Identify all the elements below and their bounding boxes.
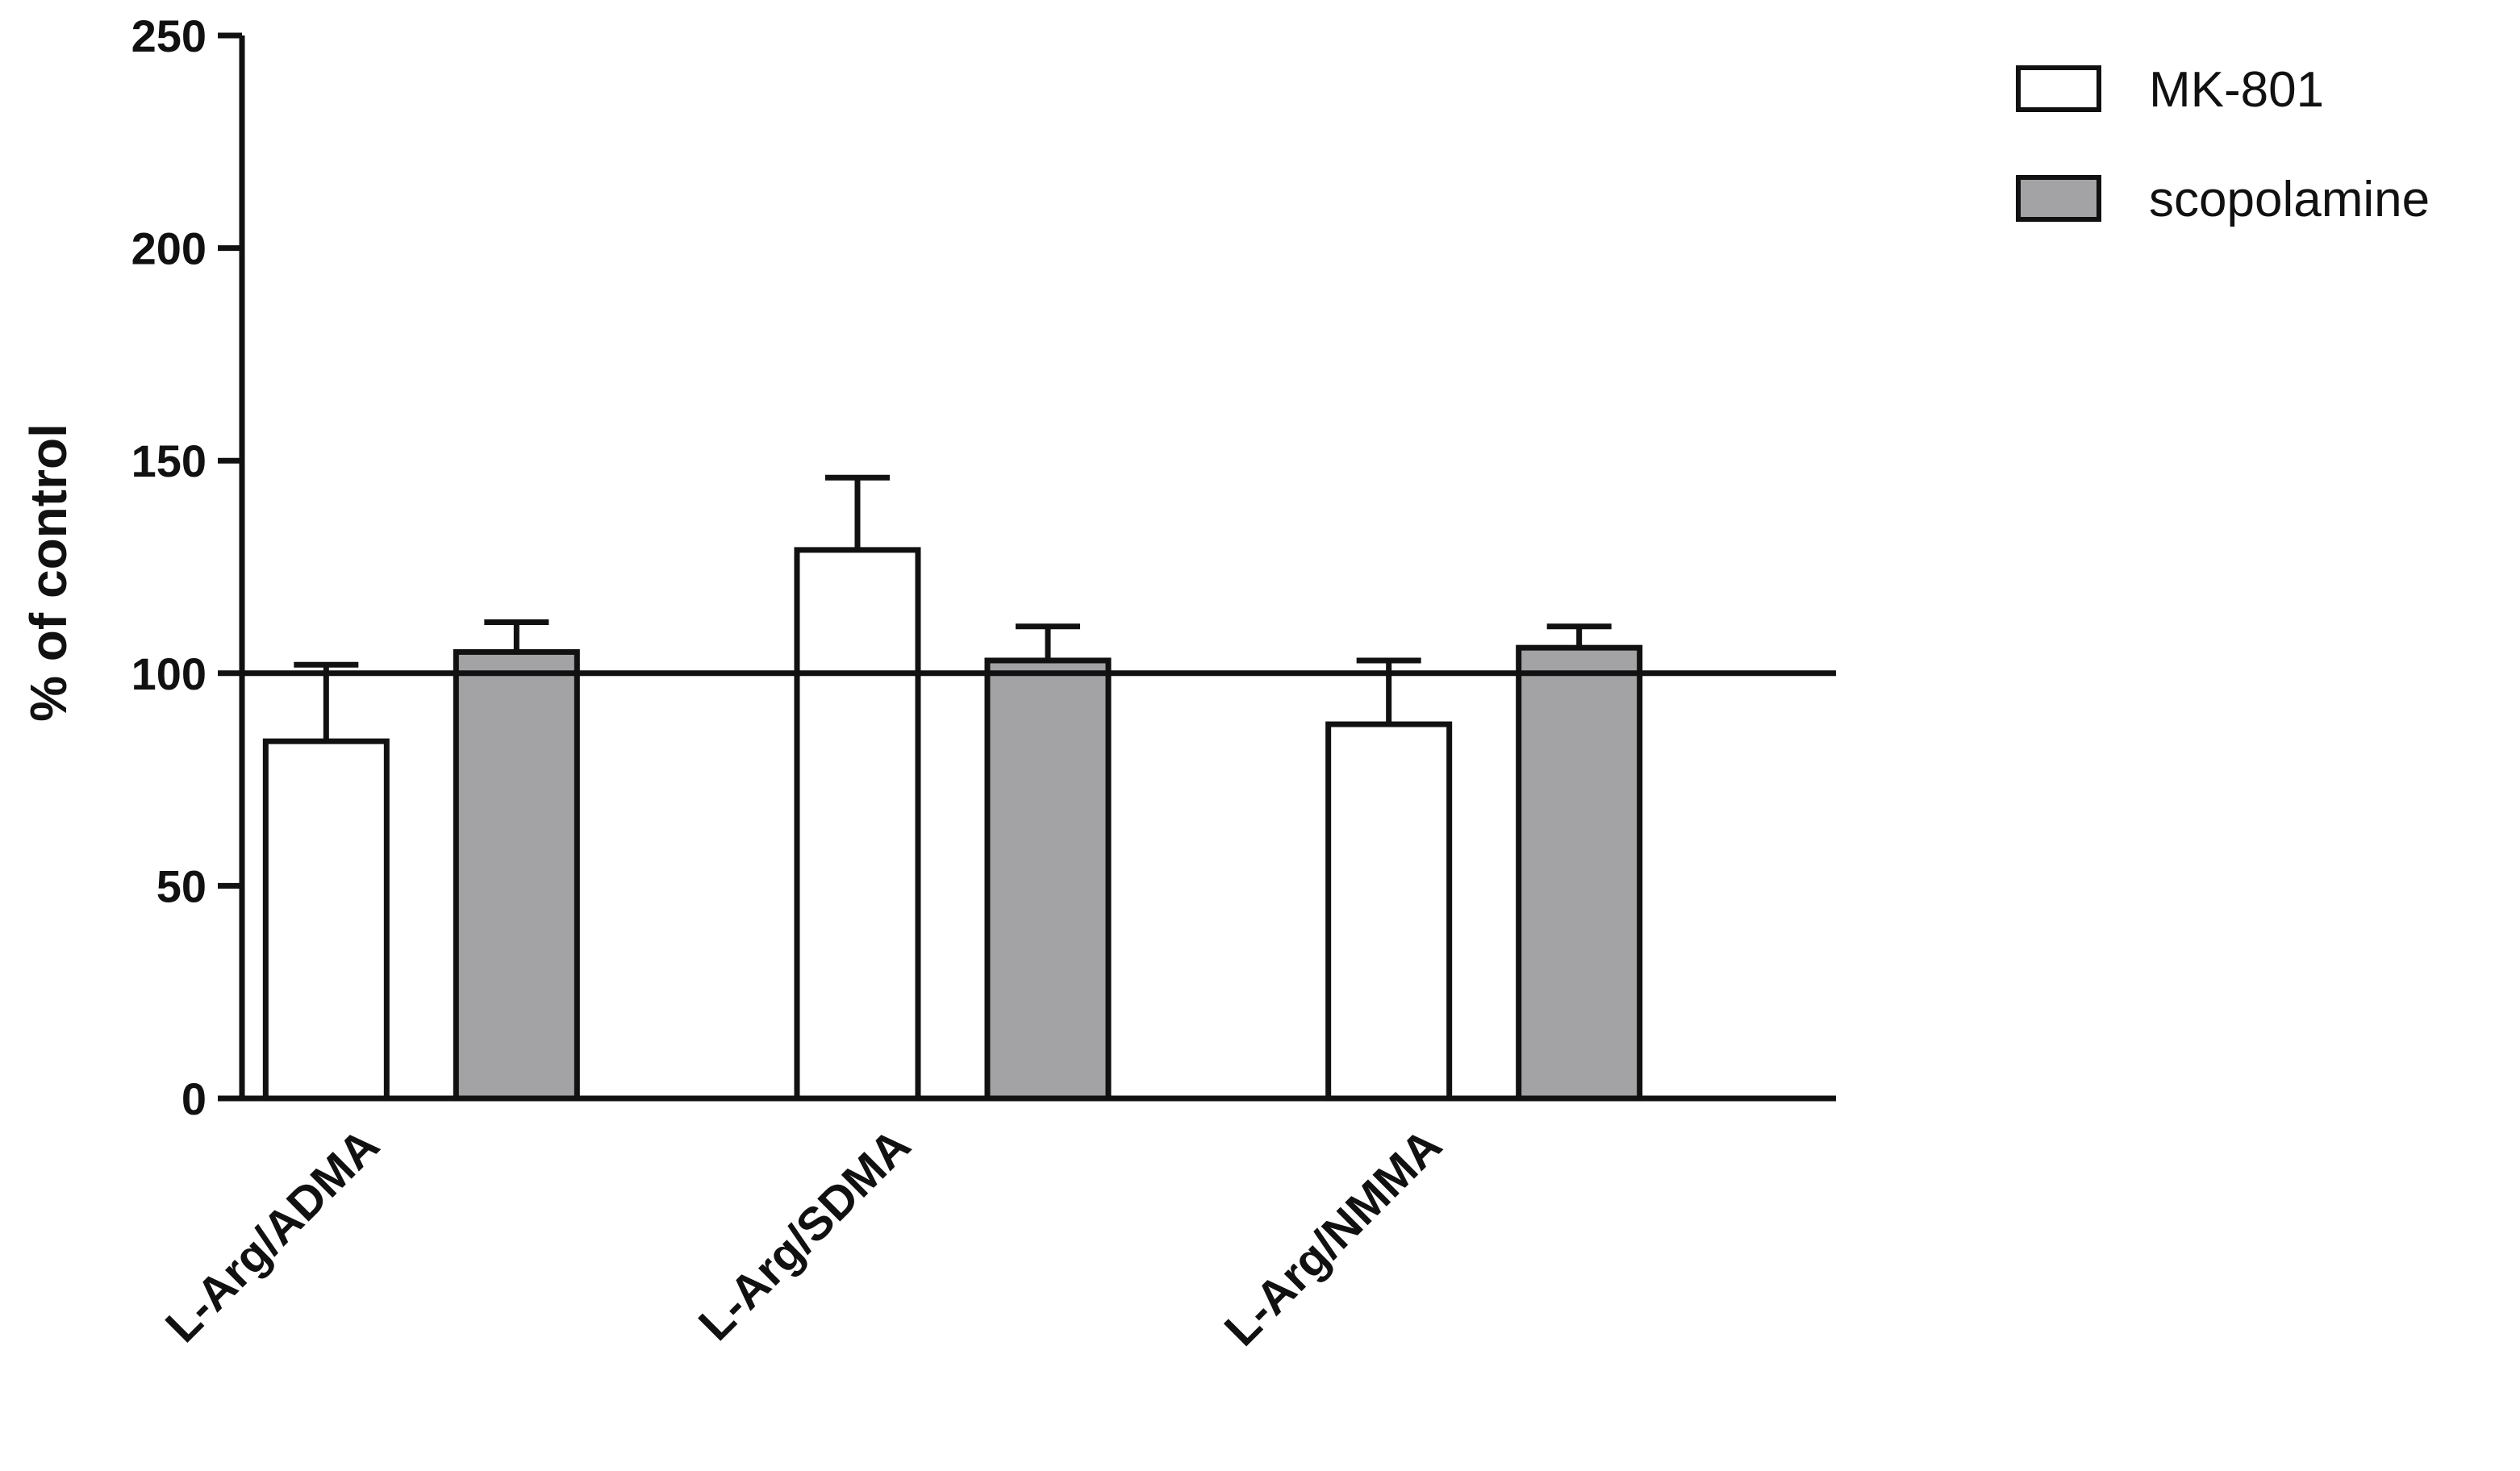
legend: MK-801 scopolamine [2016,62,2430,227]
y-tick-label-3: 150 [131,435,207,486]
legend-label-1: scopolamine [2149,172,2430,227]
y-tick-label-2: 100 [131,648,207,699]
y-axis-ticks: 0 50 100 150 200 250 [131,10,242,1124]
bar-mk-801-1 [794,547,921,1102]
legend-label-0: MK-801 [2149,62,2324,118]
bar-mk-801-0 [262,738,390,1102]
y-tick-label-0: 0 [181,1073,207,1124]
y-tick-label-1: 50 [156,861,207,911]
category-label-1: L-Arg/SDMA [689,1119,920,1350]
bar-scopolamine-2 [1516,644,1643,1102]
y-tick-label-5: 250 [131,10,207,61]
y-axis-label: % of control [19,423,77,722]
category-label-0: L-Arg/ADMA [156,1119,390,1352]
bars [262,547,1643,1102]
legend-swatch-1 [2016,175,2101,222]
category-label-2: L-Arg/NMMA [1215,1119,1452,1356]
bar-scopolamine-1 [984,657,1112,1102]
legend-swatch-0 [2016,65,2101,112]
bar-scopolamine-0 [453,648,580,1102]
error-bars [294,474,1612,742]
category-labels: L-Arg/ADMA L-Arg/SDMA L-Arg/NMMA [156,1119,1452,1356]
y-tick-label-4: 200 [131,223,207,274]
bar-mk-801-2 [1325,721,1453,1102]
